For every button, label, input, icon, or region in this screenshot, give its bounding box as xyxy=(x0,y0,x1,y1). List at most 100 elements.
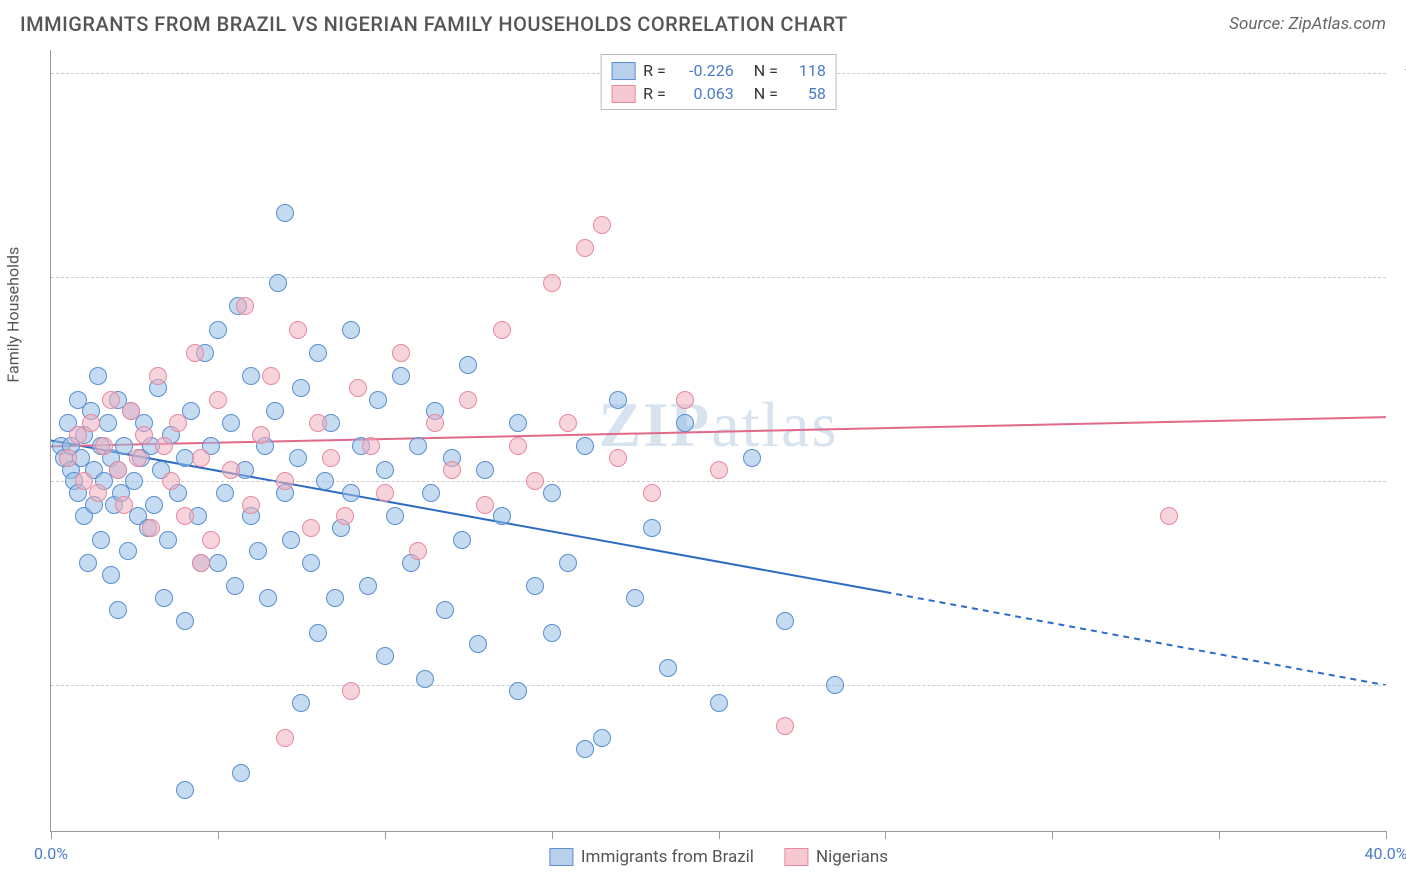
data-point-brazil xyxy=(359,577,377,595)
y-tick-label: 100.0% xyxy=(1396,64,1406,83)
data-point-brazil xyxy=(626,589,644,607)
series-legend-item: Nigerians xyxy=(784,847,888,867)
data-point-nigeria xyxy=(643,484,661,502)
data-point-brazil xyxy=(292,379,310,397)
plot-svg xyxy=(51,50,1386,831)
series-legend-label: Immigrants from Brazil xyxy=(581,847,754,867)
data-point-nigeria xyxy=(95,437,113,455)
data-point-brazil xyxy=(292,694,310,712)
data-point-brazil xyxy=(459,356,477,374)
data-point-brazil xyxy=(316,472,334,490)
data-point-brazil xyxy=(176,612,194,630)
data-point-brazil xyxy=(266,402,284,420)
data-point-brazil xyxy=(109,601,127,619)
data-point-nigeria xyxy=(376,484,394,502)
legend-r-value: 0.063 xyxy=(678,84,734,103)
data-point-nigeria xyxy=(392,344,410,362)
data-point-nigeria xyxy=(209,391,227,409)
legend-r-label: R = xyxy=(643,84,666,103)
x-tick xyxy=(885,831,886,839)
data-point-brazil xyxy=(436,601,454,619)
x-tick-label-max: 40.0% xyxy=(1365,844,1406,863)
data-point-brazil xyxy=(409,437,427,455)
data-point-brazil xyxy=(376,647,394,665)
data-point-brazil xyxy=(543,484,561,502)
data-point-nigeria xyxy=(776,717,794,735)
data-point-brazil xyxy=(289,449,307,467)
series-legend-item: Immigrants from Brazil xyxy=(549,847,754,867)
data-point-nigeria xyxy=(122,402,140,420)
data-point-nigeria xyxy=(289,321,307,339)
correlation-legend-row: R = -0.226 N = 118 xyxy=(611,59,826,82)
x-tick xyxy=(719,831,720,839)
series-legend-label: Nigerians xyxy=(816,847,888,867)
data-point-brazil xyxy=(526,577,544,595)
data-point-nigeria xyxy=(302,519,320,537)
data-point-brazil xyxy=(222,414,240,432)
data-point-brazil xyxy=(159,531,177,549)
x-tick xyxy=(218,831,219,839)
data-point-brazil xyxy=(209,554,227,572)
legend-swatch xyxy=(784,848,808,866)
data-point-brazil xyxy=(282,531,300,549)
data-point-brazil xyxy=(659,659,677,677)
data-point-nigeria xyxy=(593,216,611,234)
x-tick-label-min: 0.0% xyxy=(34,844,68,863)
data-point-nigeria xyxy=(362,437,380,455)
data-point-nigeria xyxy=(409,542,427,560)
data-point-nigeria xyxy=(459,391,477,409)
data-point-brazil xyxy=(99,414,117,432)
chart-source: Source: ZipAtlas.com xyxy=(1229,14,1386,34)
data-point-brazil xyxy=(369,391,387,409)
data-point-nigeria xyxy=(342,682,360,700)
legend-r-label: R = xyxy=(643,61,666,80)
data-point-nigeria xyxy=(559,414,577,432)
x-tick xyxy=(1219,831,1220,839)
data-point-nigeria xyxy=(509,437,527,455)
data-point-brazil xyxy=(543,624,561,642)
data-point-brazil xyxy=(743,449,761,467)
data-point-nigeria xyxy=(129,449,147,467)
legend-r-value: -0.226 xyxy=(678,61,734,80)
plot-area: ZIPatlas Family Households R = -0.226 N … xyxy=(50,50,1386,832)
data-point-brazil xyxy=(309,344,327,362)
data-point-brazil xyxy=(476,461,494,479)
legend-n-label: N = xyxy=(754,84,778,103)
data-point-brazil xyxy=(232,764,250,782)
data-point-brazil xyxy=(469,635,487,653)
data-point-brazil xyxy=(269,274,287,292)
data-point-brazil xyxy=(209,321,227,339)
data-point-nigeria xyxy=(576,239,594,257)
data-point-brazil xyxy=(422,484,440,502)
data-point-nigeria xyxy=(155,437,173,455)
data-point-nigeria xyxy=(236,297,254,315)
data-point-brazil xyxy=(493,507,511,525)
data-point-nigeria xyxy=(336,507,354,525)
data-point-brazil xyxy=(509,414,527,432)
gridline xyxy=(51,277,1386,278)
data-point-brazil xyxy=(376,461,394,479)
data-point-nigeria xyxy=(443,461,461,479)
data-point-nigeria xyxy=(309,414,327,432)
data-point-nigeria xyxy=(109,461,127,479)
x-tick xyxy=(51,831,52,839)
data-point-brazil xyxy=(776,612,794,630)
data-point-brazil xyxy=(326,589,344,607)
data-point-brazil xyxy=(155,589,173,607)
data-point-nigeria xyxy=(276,729,294,747)
data-point-brazil xyxy=(676,414,694,432)
data-point-nigeria xyxy=(192,554,210,572)
data-point-brazil xyxy=(102,566,120,584)
watermark: ZIPatlas xyxy=(599,388,839,462)
data-point-brazil xyxy=(145,496,163,514)
data-point-brazil xyxy=(176,781,194,799)
chart-container: IMMIGRANTS FROM BRAZIL VS NIGERIAN FAMIL… xyxy=(0,0,1406,892)
x-tick xyxy=(552,831,553,839)
data-point-brazil xyxy=(643,519,661,537)
data-point-nigeria xyxy=(192,449,210,467)
data-point-brazil xyxy=(342,484,360,502)
data-point-brazil xyxy=(276,204,294,222)
data-point-brazil xyxy=(453,531,471,549)
legend-n-value: 118 xyxy=(790,61,826,80)
data-point-brazil xyxy=(392,367,410,385)
